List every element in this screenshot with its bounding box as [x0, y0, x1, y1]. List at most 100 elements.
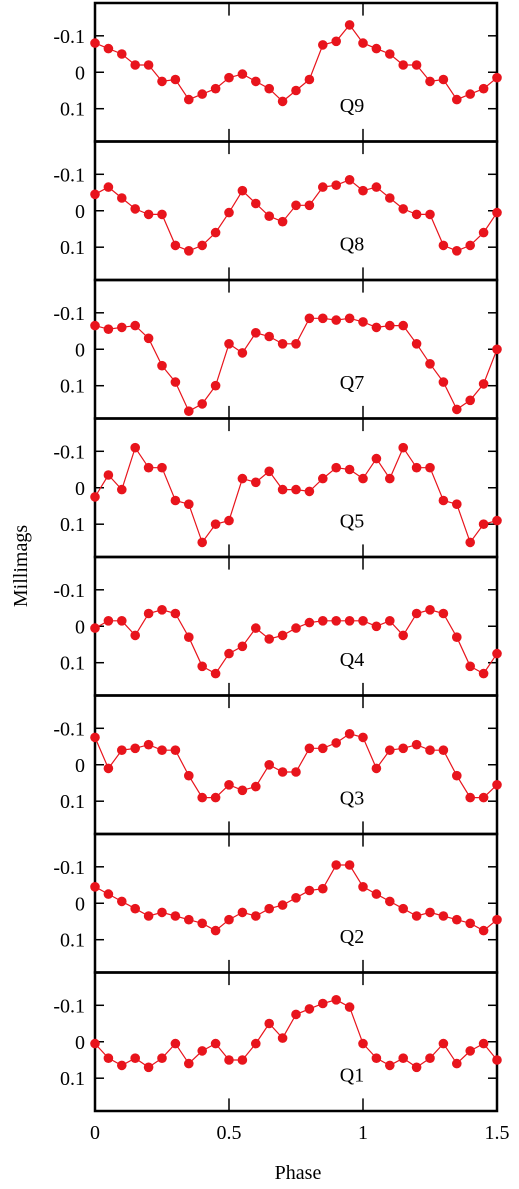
- data-point: [277, 767, 288, 777]
- data-point: [398, 743, 409, 754]
- y-tick-label: 0: [75, 201, 85, 223]
- series-line: [94, 179, 498, 252]
- data-point: [411, 60, 422, 70]
- data-point: [452, 499, 462, 510]
- data-point: [277, 1033, 288, 1043]
- data-point: [331, 860, 342, 870]
- data-point: [143, 462, 154, 473]
- data-point: [371, 322, 382, 333]
- data-point: [425, 209, 435, 220]
- panel-q5: -0.1 0 0.1 Q5: [53, 417, 502, 559]
- data-point: [358, 616, 368, 626]
- data-point: [210, 1038, 221, 1049]
- data-point: [318, 998, 328, 1009]
- data-point: [452, 770, 462, 781]
- data-point: [210, 668, 221, 679]
- data-point: [90, 732, 100, 743]
- x-axis-title: Phase: [275, 1162, 322, 1184]
- data-point: [438, 74, 449, 85]
- panel-label: Q9: [340, 95, 364, 117]
- data-point: [385, 193, 395, 203]
- data-point: [344, 1002, 355, 1012]
- data-point: [184, 770, 194, 781]
- panel-frame: [93, 694, 499, 836]
- data-point: [465, 89, 476, 99]
- data-point: [331, 995, 342, 1005]
- data-point: [318, 883, 328, 894]
- data-point: [425, 1053, 435, 1063]
- data-point: [398, 903, 409, 914]
- data-point: [251, 76, 261, 87]
- data-point: [304, 486, 315, 497]
- data-point: [411, 462, 422, 473]
- panel-q8: -0.1 0 0.1 Q8: [53, 140, 502, 282]
- data-point: [130, 442, 140, 453]
- data-point: [224, 648, 234, 659]
- data-point: [385, 745, 395, 755]
- data-point: [264, 634, 275, 644]
- data-point: [371, 182, 382, 192]
- data-point: [143, 608, 154, 619]
- data-point: [224, 207, 234, 218]
- data-point: [331, 180, 342, 190]
- data-point: [411, 739, 422, 750]
- data-point: [237, 641, 248, 652]
- data-point: [210, 792, 221, 803]
- data-point: [251, 477, 261, 488]
- data-point: [411, 911, 422, 921]
- data-point: [90, 38, 100, 48]
- panel-label: Q2: [340, 926, 364, 948]
- data-point: [371, 621, 382, 632]
- data-point: [264, 903, 275, 914]
- data-point: [358, 38, 368, 48]
- data-point: [130, 204, 140, 214]
- data-point: [492, 72, 502, 83]
- series-line: [94, 317, 498, 413]
- data-point: [143, 60, 154, 70]
- data-point: [452, 1058, 462, 1069]
- data-point: [90, 623, 100, 633]
- data-point: [143, 1062, 154, 1073]
- data-point: [90, 189, 100, 200]
- data-point: [398, 442, 409, 453]
- data-point: [184, 632, 194, 642]
- data-point: [130, 60, 140, 70]
- y-tick-label: 0: [75, 1032, 85, 1054]
- data-point: [492, 515, 502, 526]
- data-point: [304, 313, 315, 324]
- panel-label: Q1: [340, 1065, 364, 1087]
- data-point: [117, 745, 127, 755]
- data-point: [103, 616, 114, 626]
- panel-q1: -0.1 0 0.1 Q1: [53, 971, 502, 1113]
- data-point: [251, 911, 261, 921]
- data-point: [224, 339, 234, 349]
- panel-label: Q5: [340, 511, 364, 533]
- data-point: [358, 732, 368, 743]
- data-point: [103, 763, 114, 774]
- data-point: [197, 537, 207, 548]
- data-point: [237, 907, 248, 918]
- panel-frame: [93, 971, 499, 1113]
- y-tick-label: 0: [75, 755, 85, 777]
- data-point: [492, 914, 502, 925]
- data-point: [478, 792, 489, 803]
- data-point: [264, 1018, 275, 1029]
- data-point: [478, 1038, 489, 1049]
- data-point: [425, 462, 435, 473]
- data-point: [318, 743, 328, 754]
- data-point: [331, 738, 342, 748]
- data-point: [184, 914, 194, 925]
- data-point: [425, 605, 435, 615]
- data-point: [398, 1053, 409, 1063]
- data-point: [492, 344, 502, 355]
- data-point: [117, 616, 127, 626]
- data-point: [371, 1053, 382, 1063]
- data-point: [438, 911, 449, 921]
- data-point: [291, 200, 301, 211]
- data-point: [90, 492, 100, 502]
- data-point: [103, 889, 114, 899]
- data-point: [143, 333, 154, 344]
- data-point: [291, 484, 301, 495]
- panel-q7: -0.1 0 0.1 Q7: [53, 278, 502, 420]
